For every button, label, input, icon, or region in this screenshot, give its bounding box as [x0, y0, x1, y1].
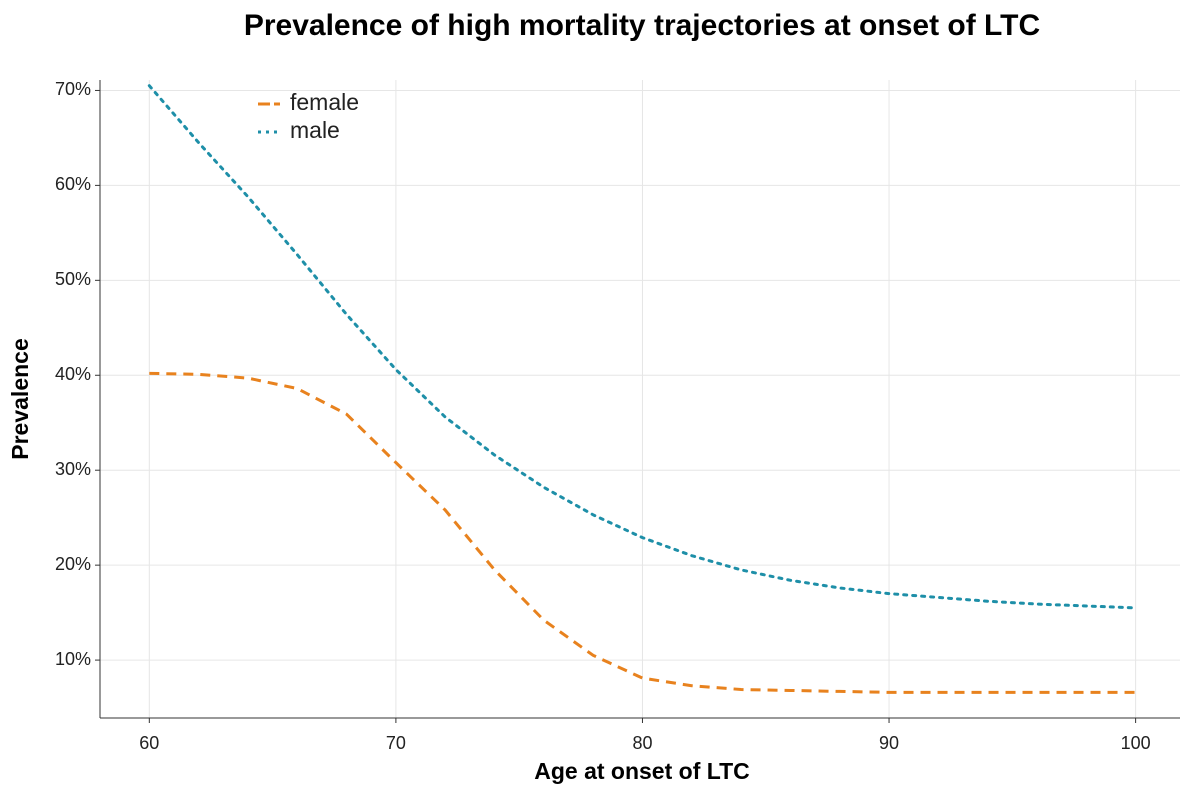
y-tick-label: 70% — [55, 79, 91, 99]
x-axis-label: Age at onset of LTC — [534, 758, 750, 784]
y-tick-label: 30% — [55, 459, 91, 479]
legend-label: male — [290, 117, 340, 143]
x-tick-label: 80 — [632, 733, 652, 753]
y-tick-label: 20% — [55, 554, 91, 574]
x-tick-label: 70 — [386, 733, 406, 753]
y-tick-label: 10% — [55, 649, 91, 669]
y-tick-label: 60% — [55, 174, 91, 194]
y-tick-label: 50% — [55, 269, 91, 289]
line-series — [147, 84, 1138, 610]
x-tick-label: 100 — [1121, 733, 1151, 753]
y-axis-label: Prevalence — [7, 338, 33, 459]
x-tick-label: 90 — [879, 733, 899, 753]
legend-label: female — [290, 89, 359, 115]
y-tick-label: 40% — [55, 364, 91, 384]
x-tick-label: 60 — [139, 733, 159, 753]
chart-title: Prevalence of high mortality trajectorie… — [244, 9, 1040, 42]
